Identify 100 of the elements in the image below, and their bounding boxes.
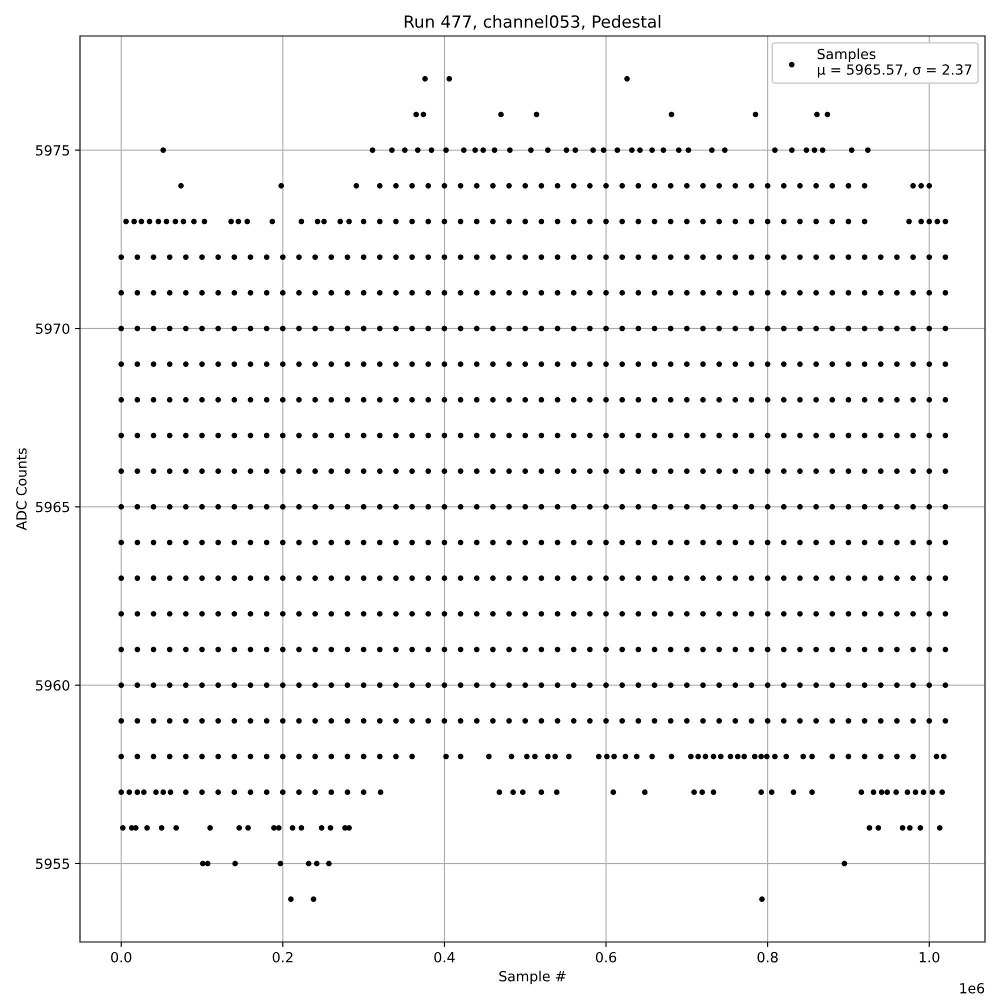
point — [490, 718, 496, 724]
point — [668, 254, 674, 260]
point — [878, 397, 884, 403]
point — [428, 147, 434, 153]
point — [360, 290, 366, 296]
point — [813, 504, 819, 510]
point — [360, 754, 366, 760]
point — [846, 183, 852, 189]
point — [926, 682, 932, 688]
point — [207, 825, 213, 831]
point — [118, 718, 124, 724]
point — [166, 682, 172, 688]
point — [228, 218, 234, 224]
point — [425, 254, 432, 260]
point — [280, 611, 286, 617]
point — [474, 183, 480, 189]
point — [668, 361, 674, 367]
point — [166, 397, 172, 403]
point — [603, 611, 609, 617]
point — [797, 397, 803, 403]
point — [603, 183, 609, 189]
point — [506, 218, 512, 224]
point — [732, 718, 738, 724]
point — [716, 290, 722, 296]
point — [498, 112, 504, 118]
point — [570, 540, 576, 546]
text: 1e6 — [960, 983, 984, 994]
point — [232, 540, 238, 546]
point — [425, 611, 432, 617]
point — [506, 504, 512, 510]
point — [278, 183, 284, 189]
point — [865, 147, 871, 153]
point — [636, 254, 642, 260]
point — [716, 682, 722, 688]
point — [199, 468, 205, 474]
point — [781, 540, 787, 546]
point — [700, 540, 706, 546]
point — [538, 718, 544, 724]
point — [118, 397, 124, 403]
point — [328, 290, 334, 296]
point — [232, 646, 238, 652]
point — [700, 611, 706, 617]
point — [312, 682, 318, 688]
point — [587, 468, 593, 474]
point — [926, 468, 932, 474]
point — [232, 290, 238, 296]
point — [528, 147, 534, 153]
point — [926, 183, 932, 189]
point — [636, 575, 642, 581]
point — [166, 504, 172, 510]
point — [118, 789, 124, 795]
point — [183, 326, 189, 332]
point — [758, 754, 764, 760]
point — [328, 468, 334, 474]
x-tick-label: 0.4 — [434, 952, 455, 962]
point — [377, 646, 383, 652]
point — [166, 432, 172, 438]
point — [636, 540, 642, 546]
point — [668, 218, 674, 224]
point — [200, 860, 206, 866]
point — [764, 611, 770, 617]
point — [118, 326, 124, 332]
point — [393, 397, 399, 403]
point — [474, 611, 480, 617]
point — [199, 611, 205, 617]
point — [118, 254, 124, 260]
point — [204, 860, 210, 866]
point — [344, 254, 350, 260]
point — [619, 254, 625, 260]
point — [199, 290, 205, 296]
point — [328, 575, 334, 581]
point — [409, 218, 415, 224]
point — [587, 718, 593, 724]
point — [296, 682, 302, 688]
point — [830, 468, 836, 474]
point — [377, 754, 383, 760]
point — [312, 504, 318, 510]
point — [199, 682, 205, 688]
point — [764, 326, 770, 332]
point — [797, 290, 803, 296]
point — [846, 290, 852, 296]
point — [587, 575, 593, 581]
point — [878, 432, 884, 438]
point — [280, 754, 286, 760]
point — [389, 147, 395, 153]
point — [619, 718, 625, 724]
point — [490, 361, 496, 367]
point — [215, 504, 221, 510]
point — [506, 611, 512, 617]
point — [830, 218, 836, 224]
point — [700, 575, 706, 581]
point — [926, 432, 932, 438]
point — [199, 754, 205, 760]
point — [245, 825, 251, 831]
point — [846, 361, 852, 367]
point — [150, 718, 156, 724]
point — [296, 432, 302, 438]
point — [554, 290, 560, 296]
point — [636, 504, 642, 510]
point — [166, 290, 172, 296]
